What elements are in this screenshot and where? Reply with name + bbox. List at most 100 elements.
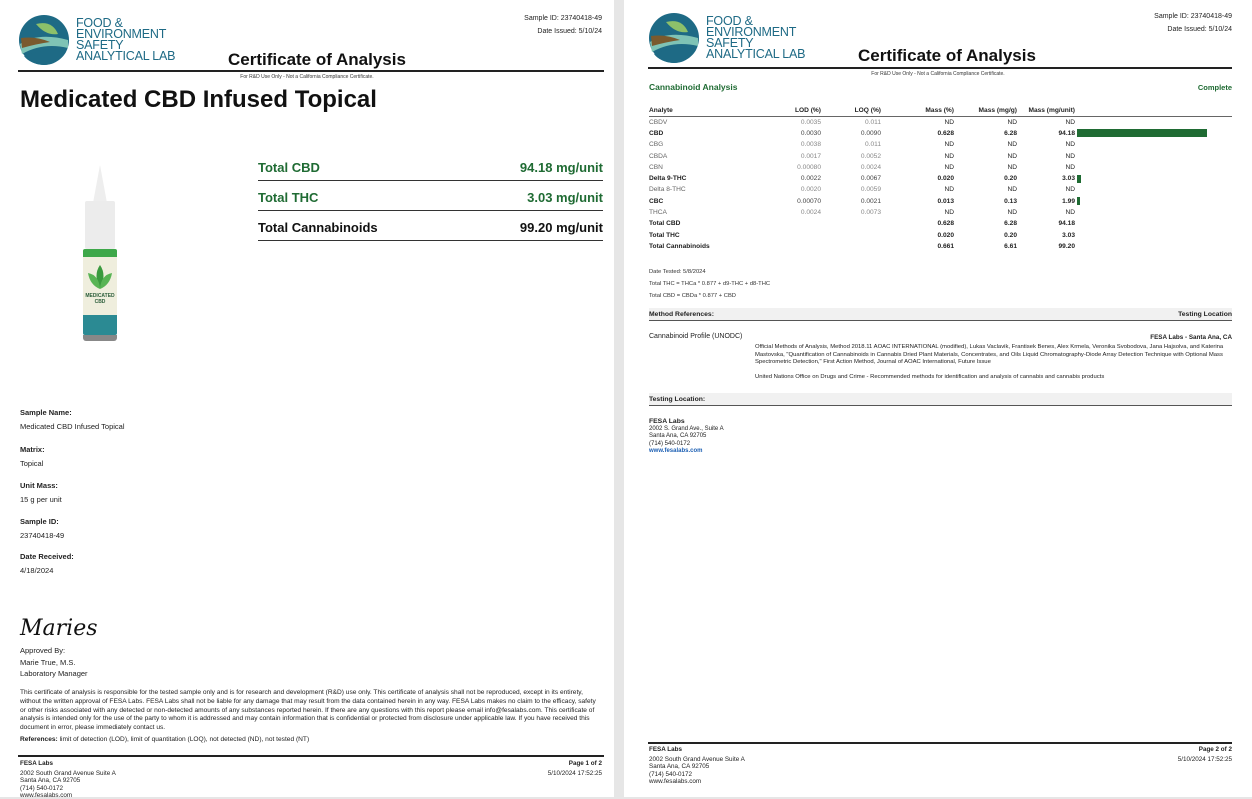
table-header-row: Analyte LOD (%) LOQ (%) Mass (%) Mass (m… [649, 106, 1232, 117]
location-name: FESA Labs [649, 418, 685, 425]
footer-company: FESA Labs [20, 760, 54, 767]
bar-cell [1075, 150, 1232, 161]
method-references-header: Method References: Testing Location [649, 308, 1232, 321]
logo-line: FOOD & [706, 14, 753, 28]
cell-pct: ND [944, 163, 954, 171]
testing-location: FESA Labs 2002 S. Grand Ave., Suite A Sa… [649, 418, 724, 455]
field-date-received: Date Received: 4/18/2024 [20, 552, 74, 575]
cell-analyte: CBDV [649, 118, 668, 126]
location-address1: 2002 S. Grand Ave., Suite A [649, 426, 724, 433]
logo-emblem-icon [649, 13, 699, 63]
coa-page-1: FOOD & ENVIRONMENT SAFETY ANALYTICAL LAB… [0, 0, 614, 799]
cell-analyte: Total THC [649, 231, 680, 239]
summary-total-thc: Total THC 3.03 mg/unit [258, 190, 603, 211]
mass-bar [1077, 174, 1082, 183]
logo-line: SAFETY [76, 38, 124, 52]
cell-pct: 0.013 [937, 197, 954, 205]
cell-mgg: 0.13 [1004, 197, 1017, 205]
table-row: Total THC 0.020 0.20 3.03 [649, 229, 1232, 240]
bar-cell [1075, 117, 1232, 128]
location-web-link[interactable]: www.fesalabs.com [649, 447, 703, 454]
cell-mgu: 99.20 [1058, 242, 1075, 250]
formula-total-cbd: Total CBD = CBDa * 0.877 + CBD [649, 293, 736, 299]
cell-pct: ND [944, 209, 954, 217]
footer-phone: (714) 540-0172 [20, 784, 64, 792]
logo-emblem-icon [19, 15, 69, 65]
bar-cell [1075, 162, 1232, 173]
table-row: Delta 9-THC 0.0022 0.0067 0.020 0.20 3.03 [649, 173, 1232, 184]
location-phone: (714) 540-0172 [649, 440, 691, 447]
cell-lod: 0.0017 [800, 152, 821, 160]
cell-analyte: Total Cannabinoids [649, 242, 710, 250]
cell-mgu: ND [1065, 209, 1075, 217]
date-issued: Date Issued: 5/10/24 [537, 28, 602, 35]
footer-web[interactable]: www.fesalabs.com [20, 791, 73, 799]
column-header: Mass (mg/unit) [1017, 106, 1075, 117]
logo-line: ENVIRONMENT [76, 27, 167, 41]
cell-analyte: CBG [649, 141, 664, 149]
cell-mgg: ND [1007, 152, 1017, 160]
disclaimer: This certificate of analysis is responsi… [20, 689, 596, 732]
cell-analyte: CBD [649, 129, 664, 137]
cell-lod: 0.0030 [800, 129, 821, 137]
cell-analyte: CBDA [649, 152, 668, 160]
summary-total-cannabinoids: Total Cannabinoids 99.20 mg/unit [258, 220, 603, 241]
cell-mgg: 6.28 [1004, 129, 1017, 137]
cell-mgu: ND [1065, 186, 1075, 194]
cell-loq: 0.011 [864, 141, 881, 149]
summary-label: Total Cannabinoids [258, 220, 378, 235]
cell-mgg: ND [1007, 186, 1017, 194]
cell-pct: 0.628 [937, 129, 954, 137]
summary-label: Total CBD [258, 160, 320, 175]
cell-mgu: ND [1065, 152, 1075, 160]
summary-value: 99.20 mg/unit [519, 220, 603, 235]
cell-pct: 0.020 [937, 231, 954, 239]
field-label: Sample ID: [20, 517, 59, 526]
table-row: Delta 8-THC 0.0020 0.0059 ND ND ND [649, 184, 1232, 195]
approver-name: Marie True, M.S. [20, 657, 76, 667]
cell-loq: 0.0024 [860, 163, 881, 171]
cell-pct: 0.020 [937, 175, 954, 183]
location-address2: Santa Ana, CA 92705 [649, 433, 707, 440]
field-value: 23740418-49 [20, 531, 65, 540]
mass-bar [1077, 129, 1207, 138]
bar-cell [1075, 173, 1232, 184]
bar-cell [1075, 139, 1232, 150]
table-row: CBDA 0.0017 0.0052 ND ND ND [649, 150, 1232, 161]
field-label: Unit Mass: [20, 481, 58, 490]
leaf-icon [88, 265, 112, 289]
field-value: Topical [20, 459, 44, 468]
cell-pct: 0.661 [937, 242, 954, 250]
bar-cell [1075, 207, 1232, 218]
references-label: References: [20, 736, 58, 743]
sample-id: Sample ID: 23740418-49 [524, 15, 602, 22]
cell-mgu: ND [1065, 163, 1075, 171]
footer-address2: Santa Ana, CA 92705 [20, 777, 81, 785]
field-matrix: Matrix: Topical [20, 445, 45, 468]
summary-value: 3.03 mg/unit [527, 190, 603, 205]
coa-page-2: FOOD & ENVIRONMENT SAFETY ANALYTICAL LAB… [624, 0, 1252, 797]
field-sample-name: Sample Name: Medicated CBD Infused Topica… [20, 408, 125, 431]
footer-address1: 2002 South Grand Avenue Suite A [20, 770, 116, 778]
cell-lod [729, 218, 821, 229]
field-value: Medicated CBD Infused Topical [20, 422, 125, 431]
bar-cell [1075, 184, 1232, 195]
field-sample-id: Sample ID: 23740418-49 [20, 517, 64, 540]
bar-cell [1075, 241, 1232, 252]
cell-loq: 0.011 [864, 118, 881, 126]
method-reference-2: United Nations Office on Drugs and Crime… [755, 374, 1105, 380]
footer-web[interactable]: www.fesalabs.com [649, 777, 702, 785]
footer-timestamp: 5/10/2024 17:52:25 [547, 770, 602, 778]
cell-loq [821, 229, 881, 240]
product-title: Medicated CBD Infused Topical [20, 86, 377, 113]
page-title: Certificate of Analysis [228, 50, 406, 69]
column-header: Mass (%) [881, 106, 954, 117]
page-title: Certificate of Analysis [858, 46, 1036, 65]
footer-address: FESA Labs 2002 South Grand Avenue Suite … [20, 760, 116, 799]
column-header: Mass (mg/g) [954, 106, 1017, 117]
cell-lod: 0.0022 [800, 175, 821, 183]
field-label: Date Received: [20, 552, 74, 561]
table-row: CBN 0.00080 0.0024 ND ND ND [649, 162, 1232, 173]
mass-bar [1077, 197, 1080, 206]
table-row: Total Cannabinoids 0.661 6.61 99.20 [649, 241, 1232, 252]
